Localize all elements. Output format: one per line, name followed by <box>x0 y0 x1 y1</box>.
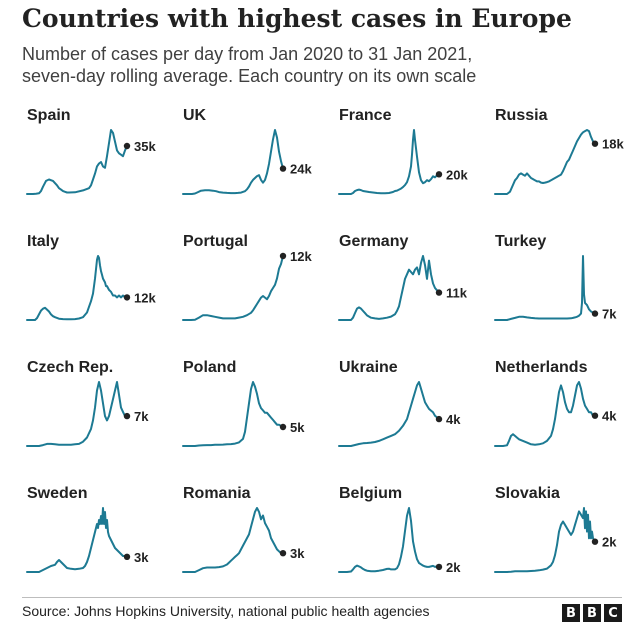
series-line <box>182 129 284 195</box>
country-panel-slovakia: Slovakia 2k <box>494 485 617 573</box>
series-line <box>182 381 284 447</box>
country-title: Belgium <box>339 485 402 502</box>
end-value-label: 4k <box>602 409 617 424</box>
country-panel-czech-rep: Czech Rep. 7k <box>26 359 149 447</box>
country-title: Italy <box>27 233 59 250</box>
country-title: France <box>339 107 392 124</box>
country-panel-belgium: Belgium 2k <box>338 485 461 575</box>
end-point-dot <box>435 563 443 571</box>
end-value-label: 7k <box>602 307 617 322</box>
series-line <box>26 129 128 195</box>
country-title: Czech Rep. <box>27 359 113 376</box>
end-value-label: 7k <box>134 409 149 424</box>
end-value-label: 12k <box>134 290 156 305</box>
end-point-dot <box>435 289 443 296</box>
subtitle-line-1: Number of cases per day from Jan 2020 to… <box>22 44 473 64</box>
bbc-logo-letter: B <box>562 604 580 622</box>
end-point-dot <box>279 423 287 431</box>
chart-subtitle: Number of cases per day from Jan 2020 to… <box>22 43 622 87</box>
series-line <box>182 255 284 321</box>
end-value-label: 2k <box>602 535 617 550</box>
end-value-label: 3k <box>290 546 305 561</box>
country-panel-ukraine: Ukraine 4k <box>338 359 461 447</box>
end-value-label: 4k <box>446 412 461 427</box>
end-value-label: 35k <box>134 139 156 154</box>
country-panel-poland: Poland 5k <box>182 359 305 447</box>
end-point-dot <box>591 538 599 545</box>
country-title: Poland <box>183 359 236 376</box>
end-value-label: 24k <box>290 162 312 177</box>
country-panel-germany: Germany 11k <box>338 233 468 321</box>
series-line <box>494 255 596 321</box>
footer-divider <box>22 597 622 598</box>
end-point-dot <box>279 550 287 557</box>
country-panel-turkey: Turkey 7k <box>494 233 617 322</box>
end-point-dot <box>279 252 287 260</box>
end-point-dot <box>435 415 443 423</box>
end-point-dot <box>123 412 131 420</box>
bbc-logo-letter: C <box>604 604 622 622</box>
country-title: Slovakia <box>495 485 560 502</box>
country-title: Germany <box>339 233 408 250</box>
end-point-dot <box>591 140 599 147</box>
country-title: UK <box>183 107 207 124</box>
country-title: Turkey <box>495 233 546 250</box>
country-title: Netherlands <box>495 359 588 376</box>
country-title: Spain <box>27 107 71 124</box>
end-value-label: 20k <box>446 167 468 182</box>
country-panel-netherlands: Netherlands 4k <box>494 359 617 447</box>
end-point-dot <box>123 553 131 560</box>
country-panel-sweden: Sweden 3k <box>26 485 149 573</box>
bbc-logo-letter: B <box>583 604 601 622</box>
end-point-dot <box>279 165 287 172</box>
country-title: Russia <box>495 107 548 124</box>
series-line <box>494 381 596 447</box>
country-panel-romania: Romania 3k <box>182 485 305 573</box>
series-line <box>338 255 440 321</box>
series-line <box>494 507 596 573</box>
series-line <box>26 255 128 321</box>
country-panel-russia: Russia 18k <box>494 107 624 195</box>
end-value-label: 5k <box>290 420 305 435</box>
series-line <box>338 507 440 573</box>
country-panel-spain: Spain 35k <box>26 107 156 195</box>
end-value-label: 18k <box>602 137 624 152</box>
bbc-logo: B B C <box>562 604 622 622</box>
end-value-label: 3k <box>134 550 149 565</box>
end-value-label: 11k <box>446 286 468 301</box>
country-title: Portugal <box>183 233 248 250</box>
end-point-dot <box>123 294 131 301</box>
series-line <box>182 507 284 573</box>
end-point-dot <box>435 171 443 178</box>
source-note: Source: Johns Hopkins University, nation… <box>22 603 430 619</box>
end-point-dot <box>123 142 131 150</box>
series-line <box>26 381 128 447</box>
subtitle-line-2: seven-day rolling average. Each country … <box>22 66 477 86</box>
end-value-label: 2k <box>446 560 461 575</box>
series-line <box>338 381 440 447</box>
end-value-label: 12k <box>290 249 312 264</box>
country-panel-italy: Italy 12k <box>26 233 156 321</box>
country-panel-uk: UK 24k <box>182 107 312 195</box>
series-line <box>338 129 440 195</box>
country-title: Romania <box>183 485 251 502</box>
country-panel-portugal: Portugal 12k <box>182 233 312 321</box>
end-point-dot <box>591 310 599 317</box>
series-line <box>494 129 596 195</box>
country-panel-france: France 20k <box>338 107 468 195</box>
chart-title: Countries with highest cases in Europe <box>22 4 572 33</box>
series-line <box>26 507 128 573</box>
end-point-dot <box>591 412 599 419</box>
country-title: Sweden <box>27 485 87 502</box>
country-title: Ukraine <box>339 359 398 376</box>
